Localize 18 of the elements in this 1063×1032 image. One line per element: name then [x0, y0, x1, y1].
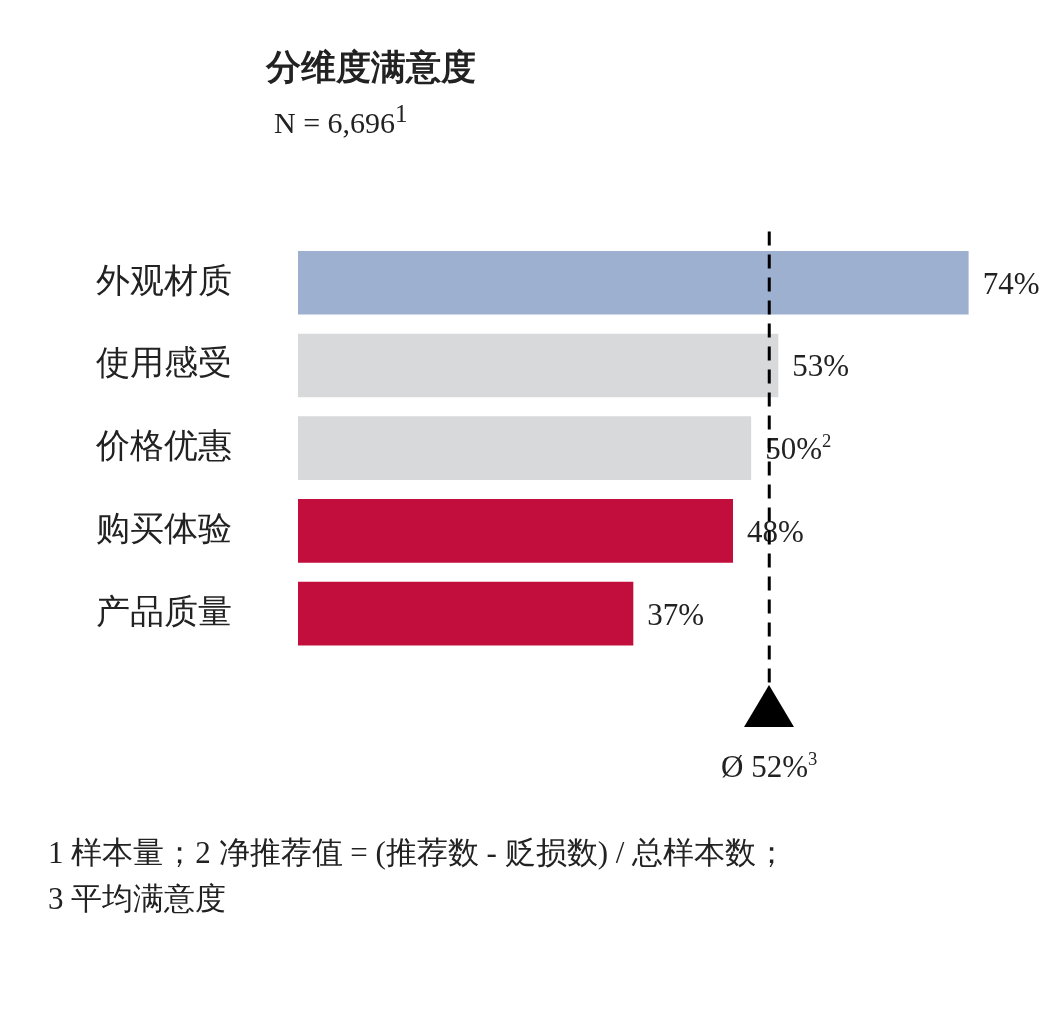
- text: 3 平均满意度: [48, 880, 228, 918]
- y-tick-label: 外观材质: [96, 261, 232, 299]
- bar: [298, 250, 969, 315]
- y-tick-label: 产品质量: [96, 592, 232, 630]
- data-label: 74%: [982, 265, 1040, 301]
- bar: [298, 499, 733, 563]
- chart-title: 分维度满意度: [266, 47, 476, 89]
- data-label: 53%: [792, 348, 850, 384]
- y-tick-label: 价格优惠: [95, 427, 232, 465]
- text: 1 样本量；2 净推荐值 = (推荐数 - 贬损数) / 总样本数；: [48, 834, 788, 872]
- bar: [298, 333, 779, 398]
- data-label: 37%: [647, 596, 705, 632]
- y-tick-label: 购买体验: [96, 509, 232, 547]
- data-label: 48%: [747, 513, 804, 549]
- y-tick-label: 使用感受: [96, 344, 232, 382]
- bar: [298, 416, 752, 481]
- bar: [298, 581, 634, 646]
- chart-subtitle: N = 6,696$^{1}$: [274, 100, 408, 140]
